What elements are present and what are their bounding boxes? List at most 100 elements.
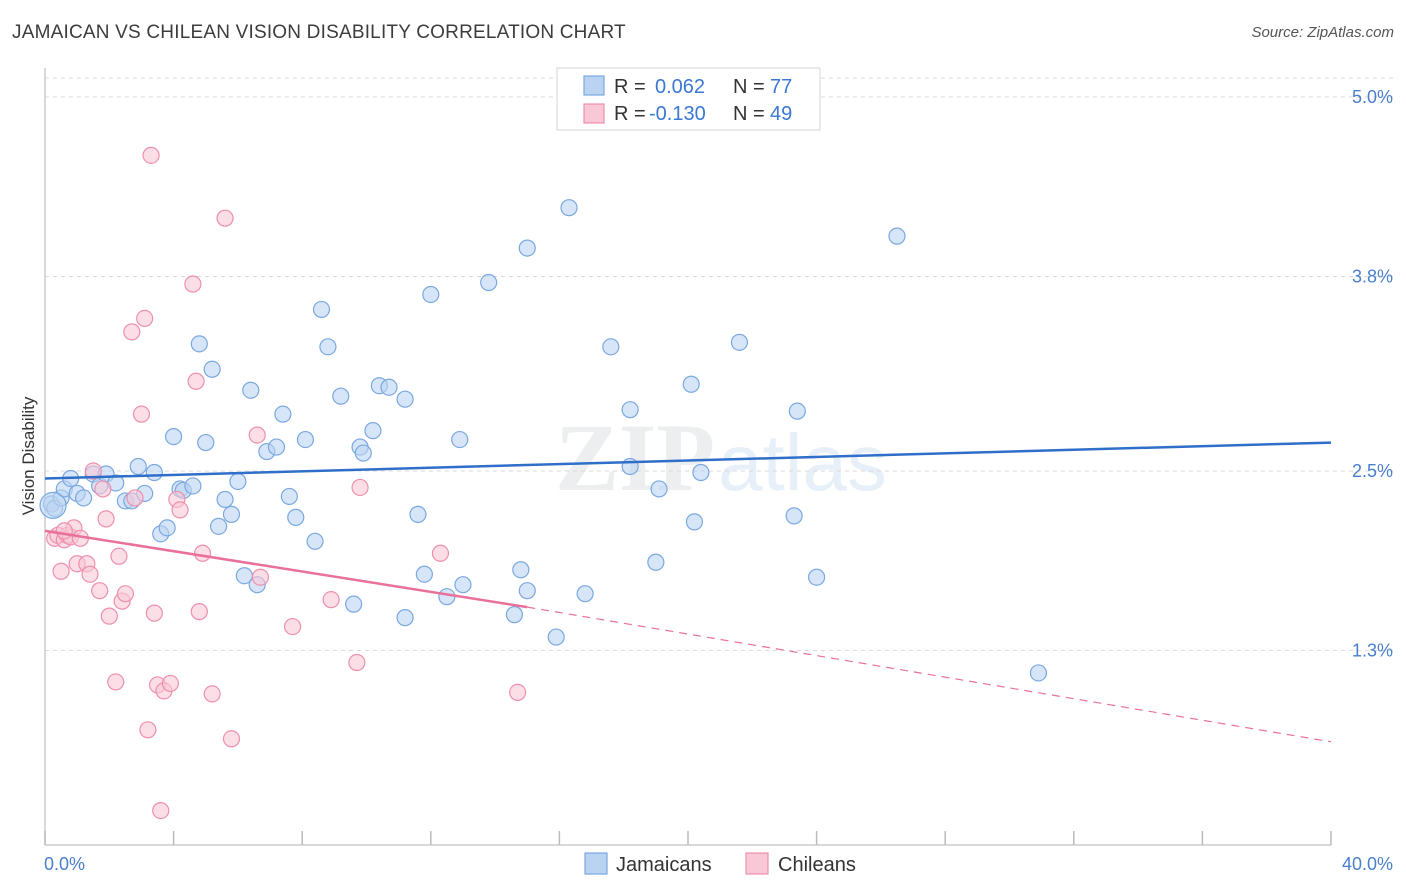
chilean-point-44: [348, 653, 366, 672]
jamaican-point-40: [319, 338, 337, 356]
jamaican-point-51: [415, 565, 433, 583]
chilean-point-47: [509, 683, 527, 702]
chilean-point-11: [84, 462, 102, 480]
jamaican-point-37: [296, 430, 315, 449]
chilean-point-41: [251, 568, 270, 586]
series-legend: Jamaicans Chileans: [584, 852, 856, 876]
jamaican-point-33: [267, 438, 286, 456]
jamaican-point-27: [222, 505, 241, 523]
chilean-point-26: [145, 604, 163, 622]
jamaican-point-67: [647, 553, 665, 571]
jamaican-point-45: [364, 422, 382, 440]
legend-r-label-2: R =: [614, 103, 646, 125]
chilean-point-17: [110, 547, 128, 565]
legend-swatch-chileans: [583, 103, 605, 124]
chilean-point-13: [94, 480, 112, 498]
chilean-point-28: [152, 801, 170, 820]
jamaican-point-68: [650, 480, 668, 498]
jamaican-point-54: [451, 430, 469, 449]
chilean-point-22: [132, 405, 151, 423]
jamaican-point-39: [312, 300, 331, 319]
chilean-point-33: [184, 275, 202, 293]
chilean-point-10: [81, 565, 99, 583]
jamaican-point-36: [287, 508, 305, 526]
jamaican-point-25: [210, 517, 228, 535]
x-tick-label-min: 0.0%: [44, 854, 85, 874]
chilean-point-16: [107, 673, 125, 691]
jamaican-point-66: [621, 401, 639, 419]
jamaican-point-50: [409, 505, 427, 523]
jamaican-point-44: [354, 444, 372, 462]
jamaicans-points: [39, 199, 1048, 682]
jamaican-point-21: [184, 477, 202, 495]
chileans-points: [46, 146, 527, 820]
y-tick-label-1: 2.5%: [1352, 461, 1393, 481]
jamaican-point-49: [396, 609, 414, 627]
chilean-point-36: [193, 544, 212, 562]
watermark-atlas: atlas: [718, 418, 887, 507]
chilean-point-15: [100, 607, 118, 625]
legend-n-value-chileans: 49: [770, 103, 792, 125]
jamaican-point-30: [242, 381, 260, 399]
jamaican-point-35: [280, 487, 298, 506]
jamaican-point-55: [454, 576, 472, 594]
chilean-point-19: [116, 585, 134, 603]
jamaican-point-17: [158, 519, 176, 537]
grid-lines: [45, 77, 1393, 652]
chilean-point-48: [55, 522, 73, 540]
jamaican-point-18: [165, 427, 183, 446]
x-tick-label-max: 40.0%: [1342, 854, 1393, 874]
jamaican-point-72: [730, 333, 749, 351]
jamaican-point-47: [380, 378, 398, 396]
bottom-legend-chileans: Chileans: [778, 854, 856, 876]
y-axis-tick-labels: 1.3% 2.5% 3.8% 5.0%: [1352, 87, 1393, 661]
correlation-legend: R = 0.062 N = 77 R = -0.130 N = 49: [556, 67, 821, 131]
jamaican-point-62: [560, 199, 578, 217]
chilean-point-34: [187, 372, 205, 390]
watermark: ZIP atlas: [555, 404, 887, 511]
jamaican-point-58: [512, 561, 530, 579]
jamaican-point-61: [547, 628, 565, 646]
jamaican-point-42: [345, 595, 363, 613]
chilean-point-23: [136, 309, 154, 328]
jamaican-point-cluster: [39, 491, 67, 520]
jamaican-point-13: [129, 457, 147, 476]
chilean-point-2: [52, 562, 70, 580]
source-credit: Source: ZipAtlas.com: [1251, 24, 1394, 41]
chilean-point-21: [126, 489, 144, 507]
jamaican-point-28: [229, 472, 247, 491]
jamaican-point-52: [422, 285, 440, 304]
chilean-point-30: [161, 674, 179, 693]
jamaican-point-6: [74, 489, 93, 507]
legend-n-value-jamaicans: 77: [770, 76, 792, 98]
chilean-point-40: [248, 426, 266, 444]
chileans-trend-line-extension: [527, 606, 1332, 743]
jamaican-point-74: [788, 402, 806, 420]
jamaican-point-69: [682, 375, 700, 393]
jamaican-point-59: [518, 239, 536, 257]
jamaican-point-26: [216, 490, 234, 509]
chilean-point-20: [123, 323, 141, 341]
jamaican-point-75: [807, 568, 826, 586]
y-tick-label-2: 3.8%: [1352, 267, 1393, 287]
jamaican-point-64: [602, 338, 620, 356]
bottom-legend-swatch-chileans: [745, 852, 769, 875]
jamaican-point-53: [438, 588, 456, 606]
chilean-point-14: [97, 510, 115, 528]
y-axis-title: Vision Disability: [19, 396, 38, 515]
chilean-point-43: [322, 591, 340, 609]
chilean-point-37: [203, 685, 221, 703]
chilean-point-38: [216, 209, 234, 227]
jamaican-point-56: [480, 273, 498, 292]
jamaican-point-41: [332, 387, 350, 405]
chilean-point-39: [222, 730, 241, 748]
chilean-point-35: [190, 603, 208, 621]
chileans-trend-line: [44, 529, 528, 609]
legend-n-label-1: N =: [733, 76, 765, 98]
x-axis-ticks: [44, 831, 1332, 845]
jamaican-point-34: [274, 405, 292, 423]
jamaican-point-48: [396, 390, 414, 408]
chart-title: JAMAICAN VS CHILEAN VISION DISABILITY CO…: [12, 22, 626, 43]
jamaicans-trend-line: [44, 441, 1332, 480]
